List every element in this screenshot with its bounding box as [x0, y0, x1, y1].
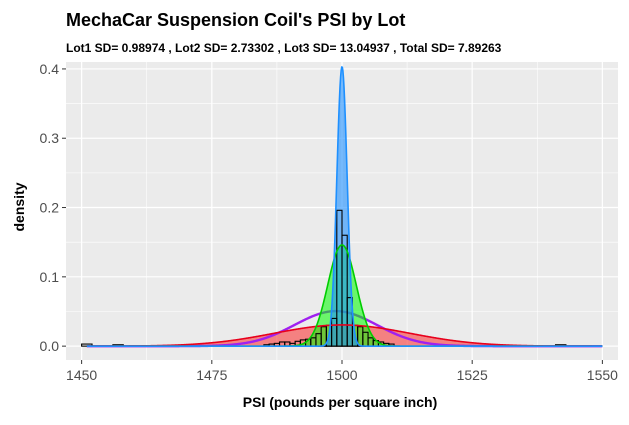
x-tick-label: 1550 [587, 367, 618, 383]
y-axis-title: density [11, 182, 27, 231]
density-outlines [86, 66, 603, 347]
x-tick-label: 1500 [326, 367, 357, 383]
x-axis-ticks: 1450 1475 1500 1525 1550 [66, 360, 618, 383]
chart-title: MechaCar Suspension Coil's PSI by Lot [66, 10, 405, 30]
y-tick-label: 0.3 [40, 130, 60, 146]
chart-subtitle: Lot1 SD= 0.98974 , Lot2 SD= 2.73302 , Lo… [66, 41, 502, 55]
y-axis-ticks: 0.0 0.1 0.2 0.3 0.4 [40, 61, 66, 354]
y-tick-label: 0.4 [40, 61, 60, 77]
y-tick-label: 0.2 [40, 200, 60, 216]
x-tick-label: 1525 [457, 367, 488, 383]
density-line-3 [86, 66, 603, 347]
x-axis-title: PSI (pounds per square inch) [243, 394, 437, 410]
y-tick-label: 0.1 [40, 269, 60, 285]
x-tick-label: 1475 [196, 367, 227, 383]
x-tick-label: 1450 [66, 367, 97, 383]
y-tick-label: 0.0 [40, 338, 60, 354]
density-area-3 [86, 67, 603, 347]
